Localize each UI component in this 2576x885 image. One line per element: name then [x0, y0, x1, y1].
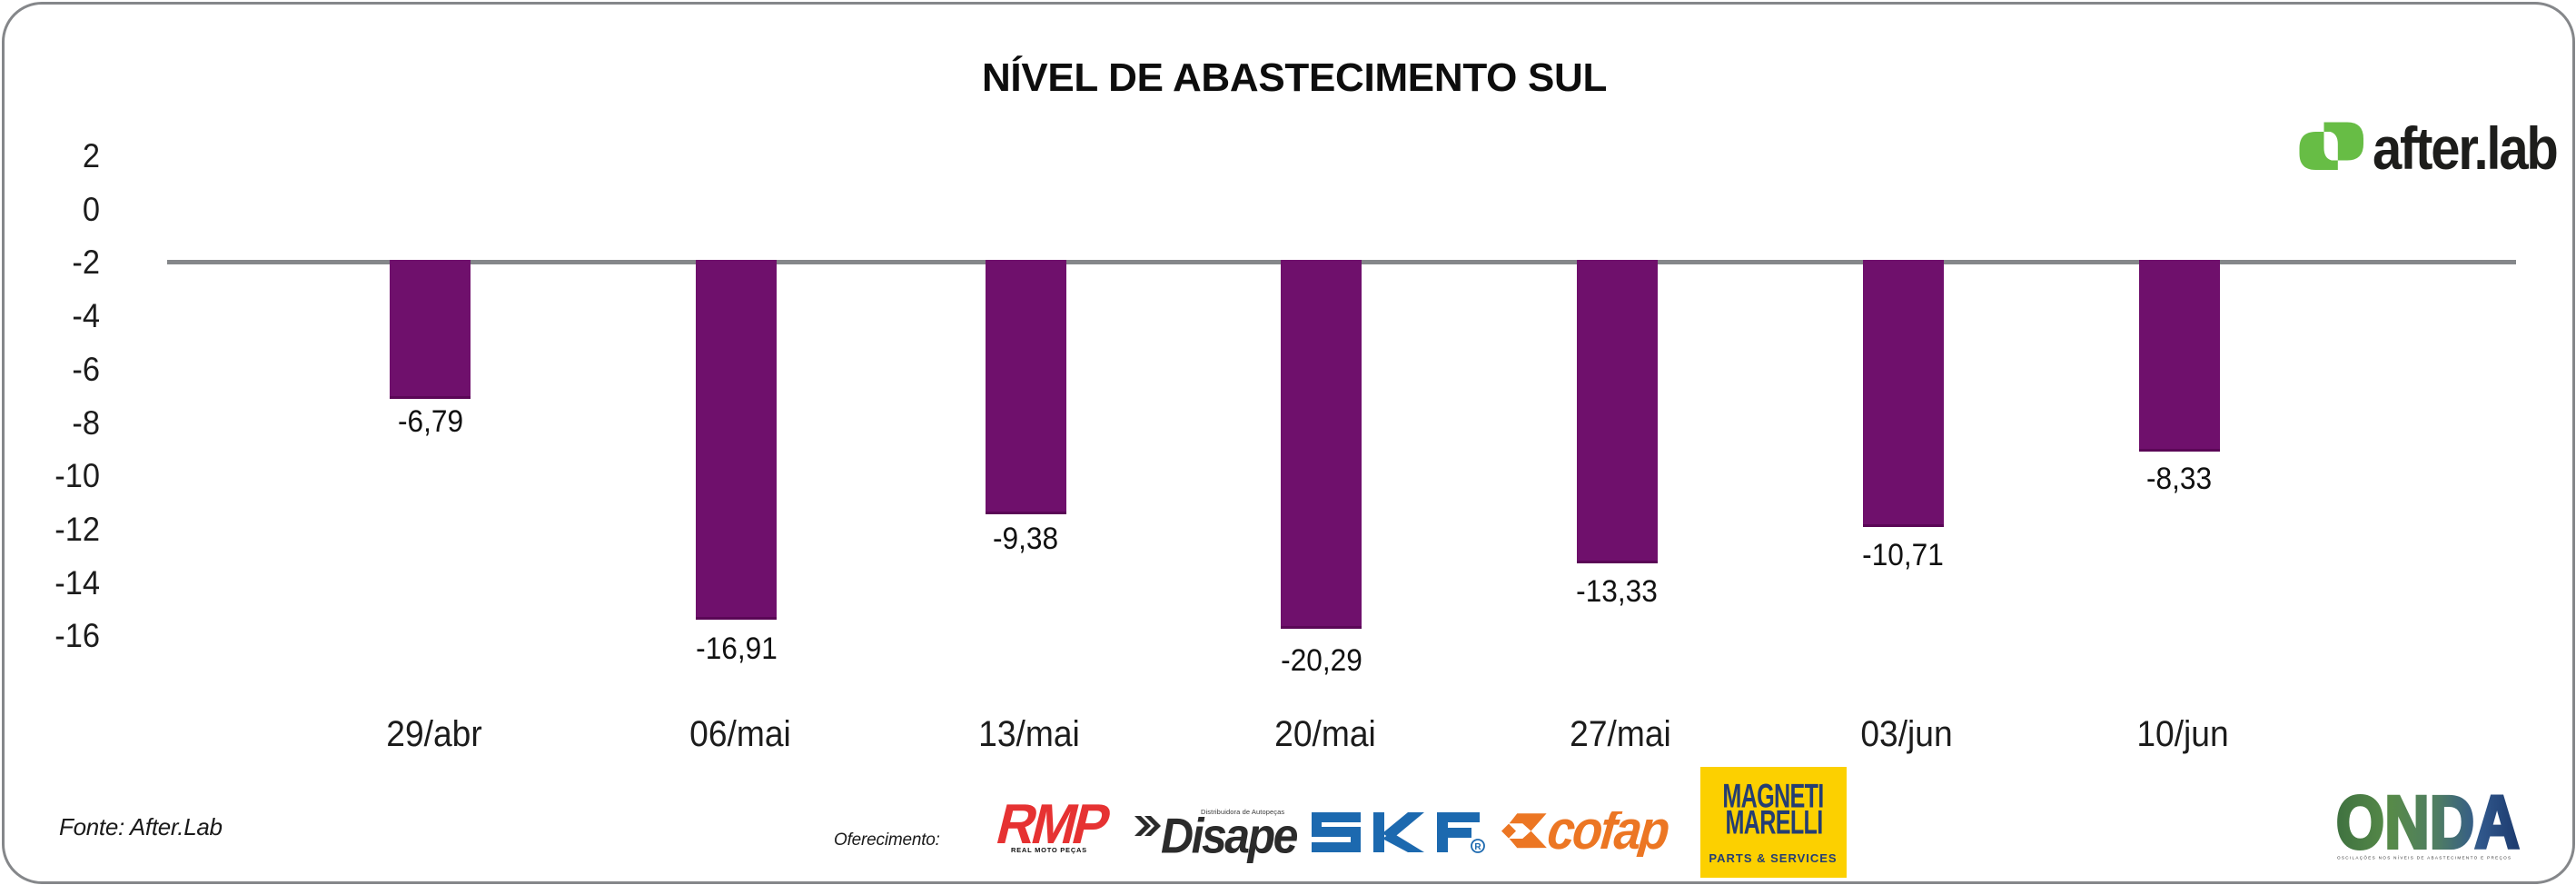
svg-text:MAGNETI: MAGNETI: [1722, 777, 1823, 815]
svg-text:PARTS & SERVICES: PARTS & SERVICES: [1709, 851, 1837, 865]
svg-text:Disape: Disape: [1161, 808, 1297, 864]
svg-text:ONDA: ONDA: [2336, 781, 2520, 863]
svg-text:OSCILAÇÕES NOS NÍVEIS DE ABAST: OSCILAÇÕES NOS NÍVEIS DE ABASTECIMENTO E…: [2337, 855, 2512, 860]
svg-text:MARELLI: MARELLI: [1725, 803, 1822, 841]
svg-text:R: R: [1474, 842, 1481, 852]
svg-text:RMP: RMP: [991, 800, 1115, 855]
svg-text:cofap: cofap: [1545, 811, 1672, 857]
